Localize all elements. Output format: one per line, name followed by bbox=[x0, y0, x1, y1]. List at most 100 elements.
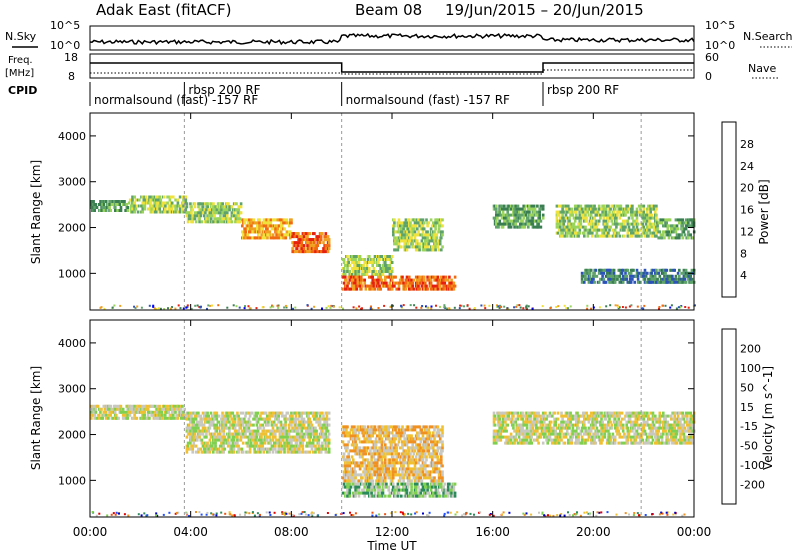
echo-cell bbox=[564, 204, 568, 208]
echo-cell bbox=[287, 426, 291, 430]
echo-cell bbox=[162, 195, 166, 199]
echo-cell bbox=[593, 280, 596, 284]
echo-cell bbox=[244, 414, 247, 418]
echo-cell bbox=[564, 213, 568, 217]
echo-cell bbox=[356, 434, 360, 438]
echo-cell bbox=[403, 239, 406, 243]
echo-cell bbox=[228, 429, 231, 433]
echo-cell bbox=[327, 241, 331, 245]
echo-cell bbox=[503, 305, 506, 308]
echo-cell bbox=[452, 281, 456, 285]
echo-cell bbox=[516, 219, 520, 223]
echo-cell bbox=[126, 413, 129, 417]
echo-cell bbox=[614, 304, 617, 307]
echo-cell bbox=[255, 435, 259, 439]
echo-cell bbox=[199, 306, 202, 309]
echo-cell bbox=[667, 224, 671, 228]
echo-cell bbox=[617, 231, 620, 235]
freq-tick-top: 18 bbox=[64, 51, 78, 64]
echo-cell bbox=[568, 216, 571, 220]
echo-cell bbox=[413, 428, 417, 432]
echo-cell bbox=[317, 438, 321, 442]
echo-cell bbox=[141, 210, 144, 214]
echo-cell bbox=[405, 233, 409, 237]
echo-cell bbox=[381, 264, 385, 267]
echo-cell bbox=[371, 261, 374, 264]
echo-cell bbox=[323, 250, 326, 254]
echo-cell bbox=[422, 233, 426, 237]
echo-cell bbox=[295, 250, 299, 254]
echo-cell bbox=[605, 222, 609, 226]
echo-cell bbox=[190, 205, 193, 209]
echo-cell bbox=[621, 306, 624, 308]
echo-cell bbox=[385, 264, 388, 267]
echo-cell bbox=[379, 455, 382, 459]
echo-cell bbox=[369, 470, 372, 474]
echo-cell bbox=[442, 275, 445, 279]
echo-cell bbox=[222, 214, 226, 218]
echo-cell bbox=[370, 458, 373, 462]
echo-cell bbox=[414, 455, 418, 459]
echo-cell bbox=[347, 455, 350, 459]
echo-cell bbox=[578, 213, 582, 217]
echo-cell bbox=[309, 420, 313, 424]
echo-cell bbox=[205, 208, 208, 212]
echo-cell bbox=[382, 440, 386, 444]
echo-cell bbox=[268, 450, 271, 454]
echo-cell bbox=[356, 267, 360, 270]
echo-cell bbox=[308, 250, 312, 254]
echo-cell bbox=[235, 432, 238, 436]
echo-cell bbox=[378, 284, 381, 288]
echo-cell bbox=[307, 411, 310, 415]
echo-cell bbox=[648, 228, 651, 232]
echo-cell bbox=[562, 216, 565, 220]
echo-cell bbox=[268, 411, 271, 415]
echo-cell bbox=[397, 242, 401, 246]
echo-cell bbox=[539, 219, 543, 223]
echo-cell bbox=[643, 304, 646, 307]
echo-cell bbox=[353, 425, 356, 429]
echo-cell bbox=[283, 441, 286, 445]
echo-cell bbox=[348, 464, 352, 468]
echo-cell bbox=[239, 426, 243, 430]
echo-cell bbox=[213, 432, 216, 436]
echo-cell bbox=[404, 287, 408, 291]
echo-cell bbox=[245, 426, 248, 430]
echo-cell bbox=[438, 437, 442, 441]
echo-cell bbox=[90, 203, 93, 206]
echo-cell bbox=[236, 423, 239, 427]
echo-cell bbox=[279, 420, 283, 424]
echo-cell bbox=[406, 227, 410, 231]
echo-cell bbox=[441, 281, 444, 285]
echo-cell bbox=[382, 449, 386, 453]
echo-cell bbox=[408, 455, 411, 459]
echo-cell bbox=[651, 268, 655, 272]
echo-cell bbox=[241, 411, 245, 415]
echo-cell bbox=[521, 213, 524, 217]
echo-cell bbox=[176, 201, 180, 205]
echo-cell bbox=[342, 458, 346, 462]
echo-cell bbox=[577, 216, 580, 220]
echo-cell bbox=[284, 304, 287, 307]
echo-cell bbox=[422, 275, 426, 279]
echo-cell bbox=[131, 410, 134, 414]
echo-cell bbox=[353, 261, 356, 264]
echo-cell bbox=[99, 410, 102, 414]
echo-cell bbox=[374, 458, 378, 462]
echo-cell bbox=[627, 225, 631, 229]
echo-cell bbox=[588, 222, 592, 226]
echo-cell bbox=[585, 219, 588, 223]
echo-cell bbox=[412, 278, 416, 282]
echo-cell bbox=[602, 277, 606, 281]
echo-cell bbox=[414, 275, 418, 279]
echo-cell bbox=[258, 224, 261, 228]
echo-cell bbox=[271, 426, 275, 430]
echo-cell bbox=[595, 225, 599, 229]
echo-cell bbox=[539, 204, 543, 208]
echo-cell bbox=[503, 213, 506, 217]
echo-cell bbox=[411, 284, 414, 288]
echo-cell bbox=[668, 218, 672, 222]
echo-cell bbox=[397, 461, 401, 465]
echo-cell bbox=[400, 227, 403, 231]
echo-cell bbox=[420, 428, 424, 432]
